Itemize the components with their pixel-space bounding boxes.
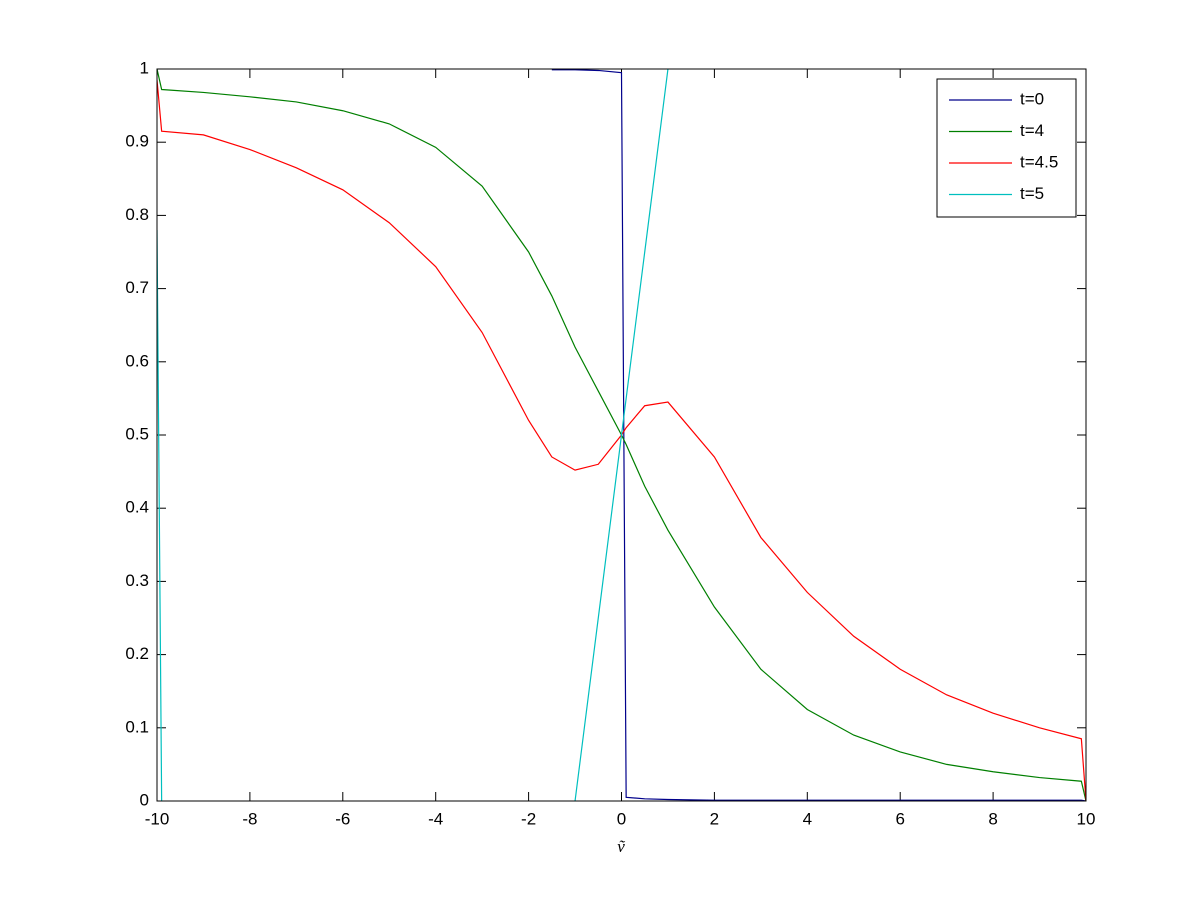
y-tick-label: 0.4 (125, 498, 149, 517)
x-tick-label: -8 (242, 809, 257, 828)
legend-label: t=4.5 (1020, 152, 1058, 171)
legend-label: t=0 (1020, 89, 1044, 108)
legend-label: t=5 (1020, 184, 1044, 203)
legend-label: t=4 (1020, 121, 1044, 140)
y-tick-label: 0.3 (125, 571, 149, 590)
x-tick-label: 0 (617, 809, 626, 828)
x-axis-label: ṽ (617, 837, 625, 856)
x-tick-label: -2 (521, 809, 536, 828)
series-line (551, 69, 1086, 801)
plot-frame (156, 68, 1087, 802)
y-tick-label: 0.9 (125, 132, 149, 151)
x-tick-label: 2 (710, 809, 719, 828)
plot-area (157, 69, 1086, 801)
series-line (157, 69, 669, 801)
x-tick-label: 8 (988, 809, 997, 828)
x-tick-label: 6 (895, 809, 904, 828)
y-tick-label: 0.5 (125, 424, 149, 443)
y-tick-label: 0.6 (125, 351, 149, 370)
y-tick-label: 0.1 (125, 717, 149, 736)
x-tick-label: -6 (335, 809, 350, 828)
x-tick-label: 10 (1077, 809, 1096, 828)
x-tick-label: 4 (803, 809, 812, 828)
y-tick-label: 0 (140, 790, 149, 809)
y-tick-label: 0.8 (125, 205, 149, 224)
x-tick-label: -10 (145, 809, 170, 828)
y-tick-label: 0.7 (125, 278, 149, 297)
y-tick-label: 1 (140, 58, 149, 77)
y-tick-label: 0.2 (125, 644, 149, 663)
x-tick-label: -4 (428, 809, 443, 828)
